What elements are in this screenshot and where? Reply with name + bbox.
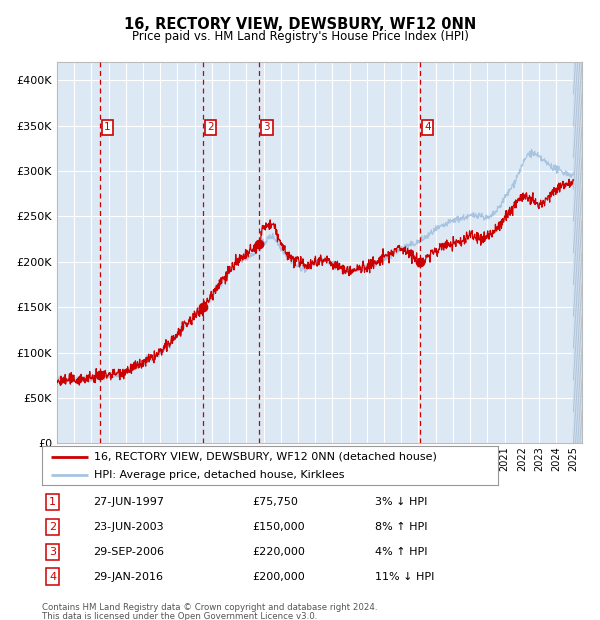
Text: £200,000: £200,000	[252, 572, 305, 582]
Text: Price paid vs. HM Land Registry's House Price Index (HPI): Price paid vs. HM Land Registry's House …	[131, 30, 469, 43]
Text: 2: 2	[207, 122, 214, 132]
Text: 3% ↓ HPI: 3% ↓ HPI	[375, 497, 427, 507]
Text: 23-JUN-2003: 23-JUN-2003	[93, 522, 164, 532]
Text: 16, RECTORY VIEW, DEWSBURY, WF12 0NN (detached house): 16, RECTORY VIEW, DEWSBURY, WF12 0NN (de…	[94, 452, 437, 462]
Text: 4: 4	[49, 572, 56, 582]
Text: Contains HM Land Registry data © Crown copyright and database right 2024.: Contains HM Land Registry data © Crown c…	[42, 603, 377, 612]
Text: 11% ↓ HPI: 11% ↓ HPI	[375, 572, 434, 582]
Text: This data is licensed under the Open Government Licence v3.0.: This data is licensed under the Open Gov…	[42, 612, 317, 620]
Text: 4% ↑ HPI: 4% ↑ HPI	[375, 547, 427, 557]
Text: HPI: Average price, detached house, Kirklees: HPI: Average price, detached house, Kirk…	[94, 470, 345, 480]
Text: £220,000: £220,000	[252, 547, 305, 557]
Text: 29-JAN-2016: 29-JAN-2016	[93, 572, 163, 582]
Text: £150,000: £150,000	[252, 522, 305, 532]
Text: 3: 3	[263, 122, 270, 132]
Text: 2: 2	[49, 522, 56, 532]
Text: £75,750: £75,750	[252, 497, 298, 507]
Text: 1: 1	[49, 497, 56, 507]
Text: 27-JUN-1997: 27-JUN-1997	[93, 497, 164, 507]
Text: 16, RECTORY VIEW, DEWSBURY, WF12 0NN: 16, RECTORY VIEW, DEWSBURY, WF12 0NN	[124, 17, 476, 32]
Text: 4: 4	[424, 122, 431, 132]
Text: 1: 1	[104, 122, 111, 132]
Text: 29-SEP-2006: 29-SEP-2006	[93, 547, 164, 557]
Text: 8% ↑ HPI: 8% ↑ HPI	[375, 522, 427, 532]
Text: 3: 3	[49, 547, 56, 557]
